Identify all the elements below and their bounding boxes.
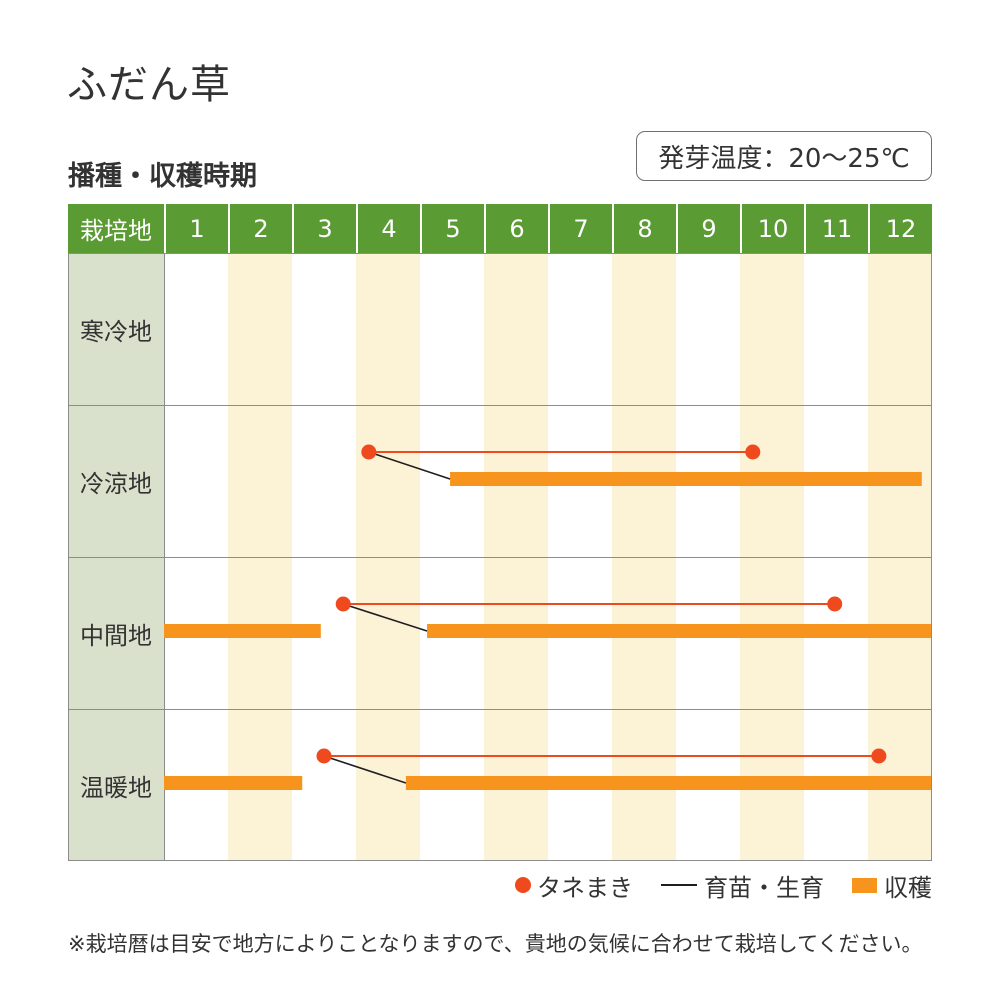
legend-label: 収穫: [884, 873, 932, 902]
region-label: 温暖地: [80, 773, 152, 802]
month-label: 4: [356, 204, 420, 253]
month-label: 8: [612, 204, 676, 253]
calendar-body: 寒冷地 冷涼地 中間地 温暖地: [68, 253, 932, 861]
region-label: 冷涼地: [80, 469, 152, 498]
month-label: 9: [676, 204, 740, 253]
page-title: ふだん草: [67, 62, 231, 108]
legend-item-harvest: 収穫: [852, 868, 932, 903]
harvest-bar: [164, 624, 321, 638]
month-label: 11: [804, 204, 868, 253]
germination-temperature-badge: 発芽温度：20〜25℃: [636, 131, 932, 181]
cultivation-calendar: 栽培地 1 2 3 4 5 6 7 8 9 10 11 12: [68, 204, 932, 861]
month-label: 7: [548, 204, 612, 253]
growth-line: [342, 603, 428, 632]
region-column-divider: [164, 253, 165, 861]
month-label: 1: [164, 204, 228, 253]
sowing-end-dot: [871, 748, 887, 764]
legend-item-sowing: タネまき: [515, 868, 633, 903]
sowing-start-dot: [361, 444, 377, 460]
footnote: ※栽培暦は目安で地方によりことなりますので、貴地の気候に合わせて栽培してください…: [68, 932, 923, 956]
calendar-header: 栽培地 1 2 3 4 5 6 7 8 9 10 11 12: [68, 204, 932, 253]
sowing-end-dot: [827, 596, 843, 612]
growth-line: [323, 755, 407, 784]
germination-temperature-text: 発芽温度：20〜25℃: [658, 143, 910, 174]
month-label: 6: [484, 204, 548, 253]
schedule-chart: [164, 444, 932, 790]
sowing-end-dot: [745, 444, 761, 460]
harvest-bar: [427, 624, 932, 638]
month-label: 10: [740, 204, 804, 253]
dot-icon: [515, 877, 531, 893]
month-label: 3: [292, 204, 356, 253]
region-label: 中間地: [80, 621, 152, 650]
row-divider: [68, 557, 932, 558]
harvest-bar: [164, 776, 303, 790]
row-divider: [68, 709, 932, 710]
legend-label: タネまき: [537, 873, 633, 902]
chart-subtitle: 播種・収穫時期: [68, 161, 257, 192]
line-icon: [661, 884, 697, 886]
legend: タネまき 育苗・生育 収穫: [68, 868, 932, 903]
month-label: 12: [868, 204, 932, 253]
month-label: 2: [228, 204, 292, 253]
harvest-bar: [405, 776, 932, 790]
row-divider: [68, 405, 932, 406]
region-label: 寒冷地: [80, 317, 152, 346]
bar-icon: [852, 877, 877, 893]
growth-line: [368, 451, 451, 480]
harvest-bar: [450, 472, 922, 486]
legend-label: 育苗・生育: [704, 873, 824, 902]
month-label: 5: [420, 204, 484, 253]
legend-item-growth: 育苗・生育: [661, 868, 824, 903]
sowing-start-dot: [335, 596, 351, 612]
region-column-header: 栽培地: [80, 217, 152, 245]
sowing-start-dot: [316, 748, 332, 764]
